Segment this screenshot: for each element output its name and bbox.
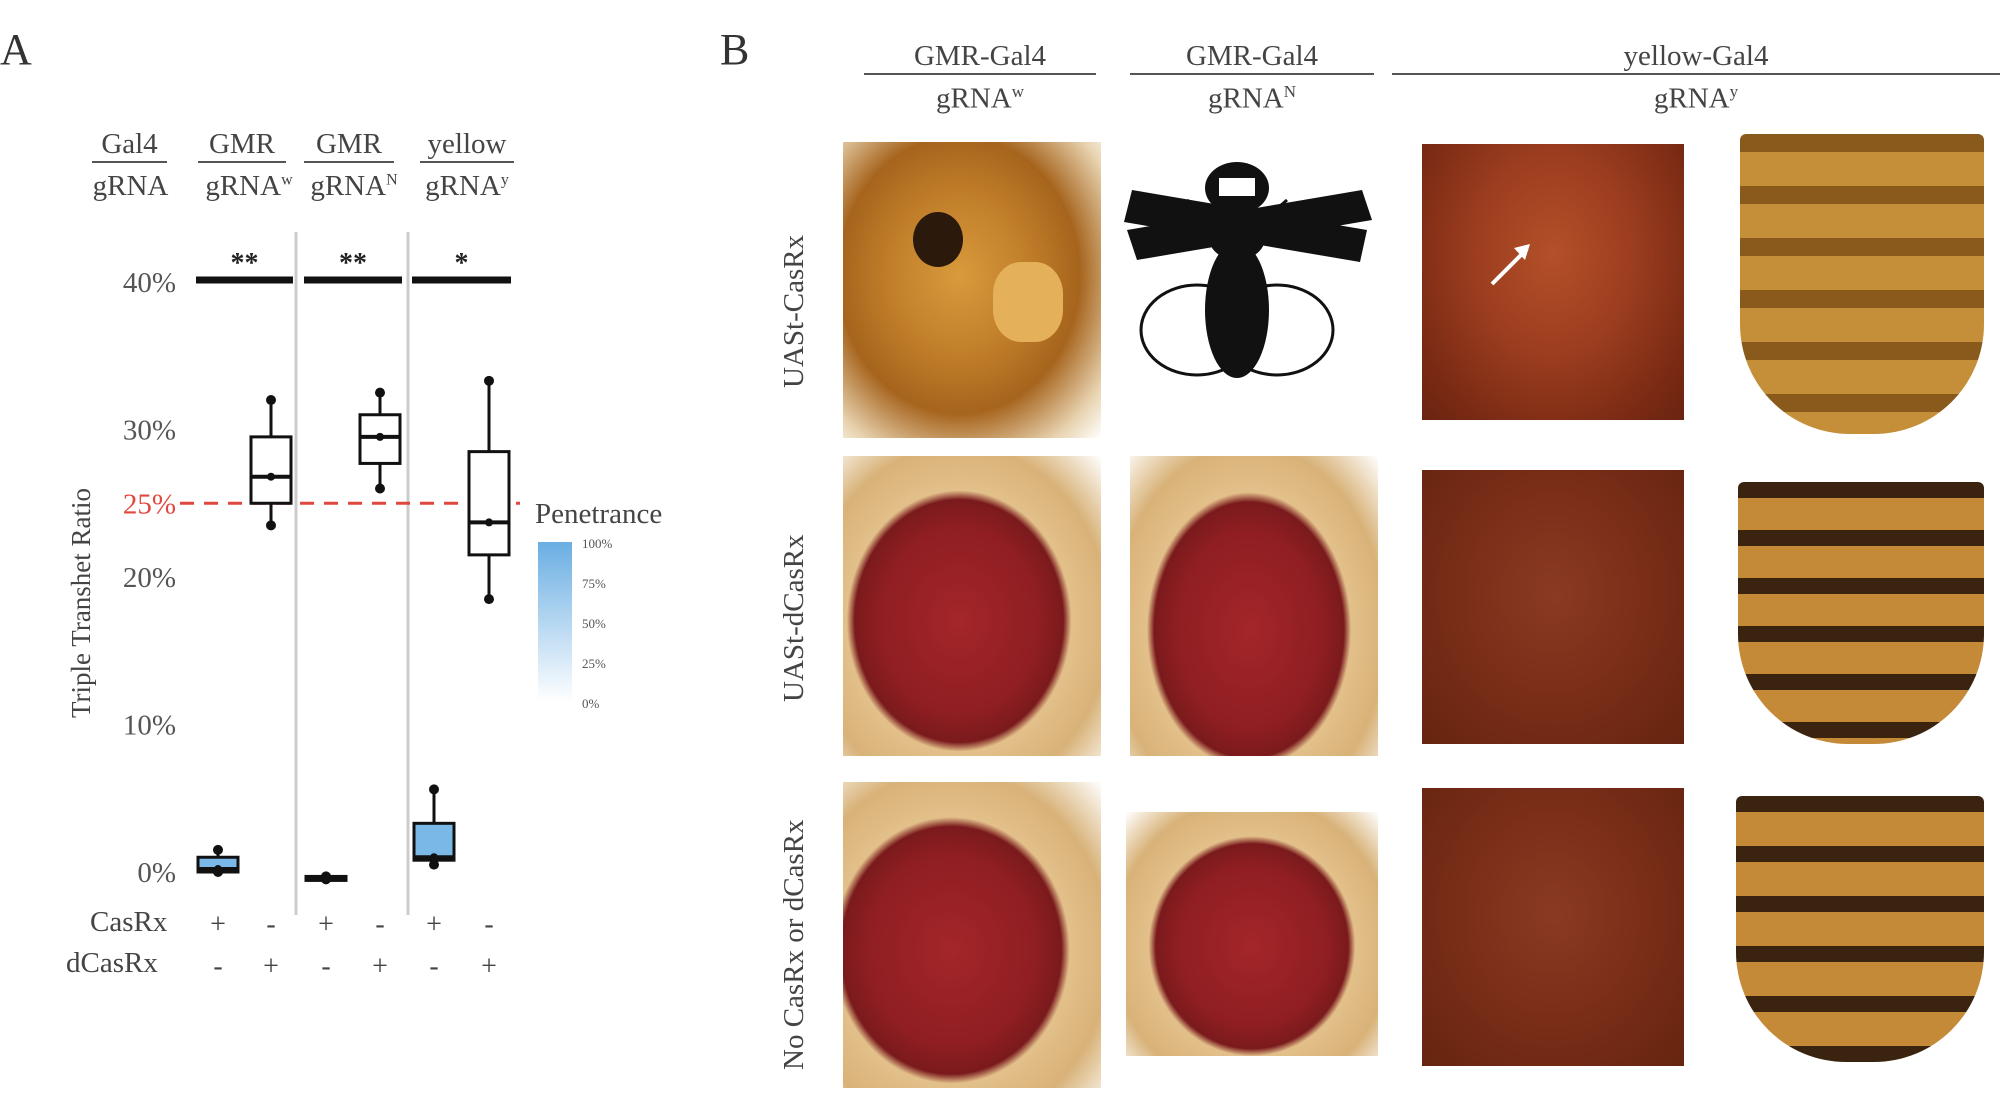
group3-gal4: yellow <box>420 128 514 163</box>
header-grna-label: gRNA <box>92 170 169 202</box>
col-header-3-gal4: yellow-Gal4 <box>1392 40 2000 75</box>
box-outlier-point <box>429 784 439 795</box>
abdomen-control-photo <box>1736 796 1984 1062</box>
box-mean-point <box>322 875 330 884</box>
y-axis-title: Triple Transhet Ratio <box>66 487 96 718</box>
box-outlier-point <box>429 859 439 870</box>
y-tick-label: 20% <box>123 562 176 594</box>
row-label-uast-casrx: UASt-CasRx <box>778 234 810 388</box>
legend-tick-label: 75% <box>582 576 606 591</box>
eye-control-gmr-w-photo <box>843 782 1101 1088</box>
condition-value: - <box>375 909 384 940</box>
box-mean-point <box>267 472 275 481</box>
y-tick-label: 30% <box>123 415 176 447</box>
box-body <box>467 450 511 557</box>
significance-label: * <box>455 248 469 279</box>
col-header-1-gal4: GMR-Gal4 <box>864 40 1096 75</box>
condition-value: - <box>429 951 438 982</box>
legend-colorbar <box>538 542 572 702</box>
box-outlier-point <box>375 483 385 494</box>
legend-title: Penetrance <box>535 498 663 530</box>
condition-value: + <box>263 951 279 982</box>
panel-a-letter: A <box>0 25 32 74</box>
significance-label: ** <box>339 248 367 279</box>
condition-value: + <box>372 951 388 982</box>
legend-tick-label: 100% <box>582 536 613 551</box>
eye-control-gmr-n-photo <box>1126 812 1378 1056</box>
col-header-3-grna: gRNAy <box>1653 82 1739 115</box>
y-tick-label: 10% <box>123 710 176 742</box>
box-outlier-point <box>484 594 494 605</box>
group3-grna: gRNAy <box>425 170 509 202</box>
fly-head-casrx-gmr-w-photo <box>843 142 1101 438</box>
condition-value: - <box>213 951 222 982</box>
condition-value: + <box>426 909 442 940</box>
col-header-2-grna: gRNAN <box>1207 82 1296 115</box>
box-body <box>249 435 293 505</box>
box-outlier-point <box>266 520 276 531</box>
reference-line-label: 25% <box>123 488 176 520</box>
abdomen-casrx-photo <box>1740 134 1984 434</box>
thorax-dcasrx-photo <box>1422 470 1684 744</box>
condition-row-casrx-label: CasRx <box>90 906 168 938</box>
legend-tick-label: 25% <box>582 656 606 671</box>
legend-tick-label: 0% <box>582 696 600 711</box>
eye-dcasrx-gmr-w-photo <box>843 456 1101 756</box>
lethal-fly-icon <box>1122 160 1382 390</box>
box-mean-point <box>485 518 493 527</box>
col-header-2-gal4: GMR-Gal4 <box>1130 40 1374 75</box>
y-tick-label: 0% <box>137 857 176 889</box>
condition-value: - <box>321 951 330 982</box>
box-outlier-point <box>484 375 494 386</box>
significance-label: ** <box>231 248 259 279</box>
header-gal4-label: Gal4 <box>92 128 167 163</box>
eye-dcasrx-gmr-n-photo <box>1130 456 1378 756</box>
condition-value: + <box>318 909 334 940</box>
box-mean-point <box>376 432 384 441</box>
condition-value: + <box>481 951 497 982</box>
thorax-casrx-photo <box>1422 144 1684 420</box>
condition-value: + <box>210 909 226 940</box>
box-mean-point <box>430 853 438 862</box>
box-outlier-point <box>375 387 385 398</box>
row-label-uast-dcasrx: UASt-dCasRx <box>778 534 810 702</box>
group1-gal4: GMR <box>198 128 286 163</box>
condition-row-dcasrx-label: dCasRx <box>66 947 158 979</box>
abdomen-dcasrx-photo <box>1738 482 1984 744</box>
panel-b-letter: B <box>720 25 750 74</box>
box-outlier-point <box>213 844 223 855</box>
box-mean-point <box>214 865 222 874</box>
col-header-1-grna: gRNAw <box>935 82 1024 115</box>
boxplot-chart: 0%10%20%30%40%25%** ** *+ - + - + -- + - + - +100%75… <box>123 232 613 982</box>
row-label-no-casrx: No CasRx or dCasRx <box>778 819 810 1070</box>
group2-grna: gRNAN <box>310 170 398 202</box>
thorax-control-photo <box>1422 788 1684 1066</box>
condition-value: - <box>266 909 275 940</box>
legend-tick-label: 50% <box>582 616 606 631</box>
group1-grna: gRNAw <box>205 170 293 202</box>
y-tick-label: 40% <box>123 267 176 299</box>
condition-value: - <box>484 909 493 940</box>
box-outlier-point <box>266 395 276 405</box>
group2-gal4: GMR <box>304 128 394 163</box>
